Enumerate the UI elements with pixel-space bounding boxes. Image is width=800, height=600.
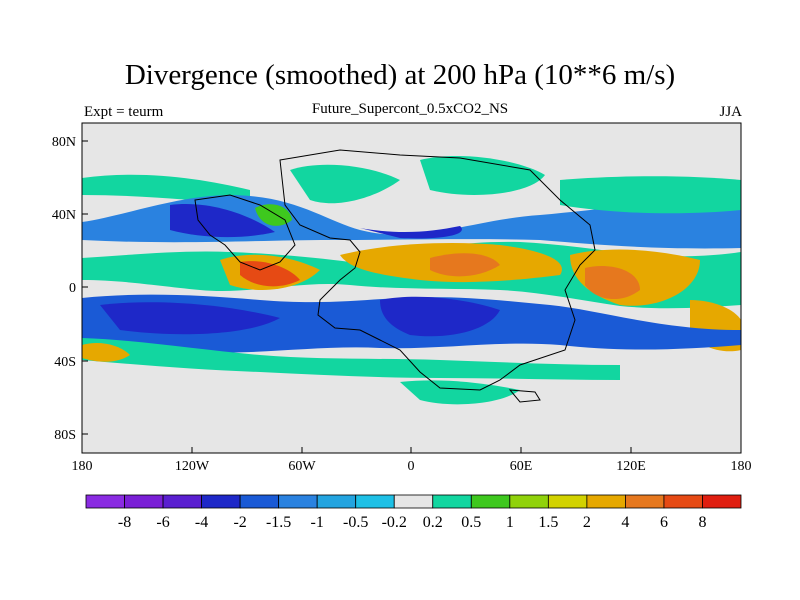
colorbar-swatch xyxy=(239,494,280,509)
lon-tick-label: 60W xyxy=(288,459,316,474)
experiment-subtitle: Future_Supercont_0.5xCO2_NS xyxy=(311,101,509,117)
arctic-green-2 xyxy=(420,155,545,195)
lon-tick-label: 120E xyxy=(616,459,646,474)
lon-axis: 180 120W 60W 0 60E 120E 180 xyxy=(72,447,752,474)
lat-axis: 80N 40N 0 40S 80S xyxy=(52,135,88,443)
colorbar-swatch xyxy=(162,494,202,509)
colorbar: -8 -6 -4 -2 -1.5 -1 -0.5 -0.2 0.2 0.5 1 1.5 2 4 6 8 xyxy=(85,494,742,531)
sh-band-green xyxy=(82,338,620,380)
colorbar-swatch xyxy=(547,494,588,509)
colorbar-label: -0.2 xyxy=(382,514,407,531)
nh-pacific-green xyxy=(560,176,741,214)
arctic-green xyxy=(290,164,400,204)
sh-deep-blue-africa xyxy=(380,296,500,337)
colorbar-label: 1 xyxy=(506,514,514,531)
nh-green-spot xyxy=(255,204,292,226)
colorbar-swatch xyxy=(85,494,125,509)
experiment-label: Expt = teurm xyxy=(84,104,164,120)
divergence-field xyxy=(82,123,741,453)
colorbar-swatch xyxy=(702,494,742,509)
colorbar-label: -4 xyxy=(195,514,208,531)
lat-tick-label: 0 xyxy=(69,281,76,296)
colorbar-swatch xyxy=(316,494,357,509)
nh-deep-blue xyxy=(170,204,275,238)
colorbar-label: 6 xyxy=(660,514,668,531)
colorbar-label: -8 xyxy=(118,514,131,531)
colorbar-label: 8 xyxy=(698,514,706,531)
southern-island-outline xyxy=(508,389,541,403)
colorbar-swatch xyxy=(278,494,318,509)
colorbar-swatch xyxy=(201,494,241,509)
colorbar-swatch xyxy=(586,494,626,509)
lat-tick-label: 40S xyxy=(54,355,76,370)
colorbar-swatch xyxy=(470,494,511,509)
colorbar-label: -2 xyxy=(233,514,246,531)
colorbar-swatch xyxy=(509,494,549,509)
colorbar-label: 2 xyxy=(583,514,591,531)
nh-deep-blue-2 xyxy=(360,226,462,239)
colorbar-swatch xyxy=(663,494,703,509)
supercontinent-outline xyxy=(279,149,596,391)
lon-tick-label: 180 xyxy=(72,459,93,474)
lat-tick-label: 80S xyxy=(54,428,76,443)
tropical-red-west xyxy=(240,261,300,287)
colorbar-label: 1.5 xyxy=(538,514,558,531)
colorbar-swatch xyxy=(432,494,472,509)
colorbar-label: -6 xyxy=(156,514,169,531)
lon-tick-label: 120W xyxy=(175,459,210,474)
sh-deep-blue-west xyxy=(100,302,280,335)
coastlines xyxy=(194,149,596,403)
colorbar-label: -1 xyxy=(311,514,324,531)
colorbar-swatch xyxy=(124,494,164,509)
colorbar-label: 0.5 xyxy=(461,514,481,531)
colorbar-label: 4 xyxy=(621,514,629,531)
season-label: JJA xyxy=(719,104,742,120)
plot-title: Divergence (smoothed) at 200 hPa (10**6 … xyxy=(124,59,676,91)
colorbar-swatch xyxy=(625,494,665,509)
tropical-orange-dark xyxy=(430,253,500,277)
lon-tick-label: 180 xyxy=(731,459,752,474)
colorbar-swatch xyxy=(355,494,395,509)
colorbar-label: 0.2 xyxy=(423,514,443,531)
lat-tick-label: 40N xyxy=(52,208,76,223)
lon-tick-label: 60E xyxy=(510,459,533,474)
colorbar-label: -0.5 xyxy=(343,514,368,531)
tropical-red-east xyxy=(585,266,640,300)
lat-tick-label: 80N xyxy=(52,135,76,150)
colorbar-swatch xyxy=(393,494,434,509)
sh-green-south xyxy=(400,380,520,405)
lon-tick-label: 0 xyxy=(408,459,415,474)
colorbar-label: -1.5 xyxy=(266,514,291,531)
sh-orange-west xyxy=(82,343,130,362)
western-landmass-outline xyxy=(194,194,296,271)
